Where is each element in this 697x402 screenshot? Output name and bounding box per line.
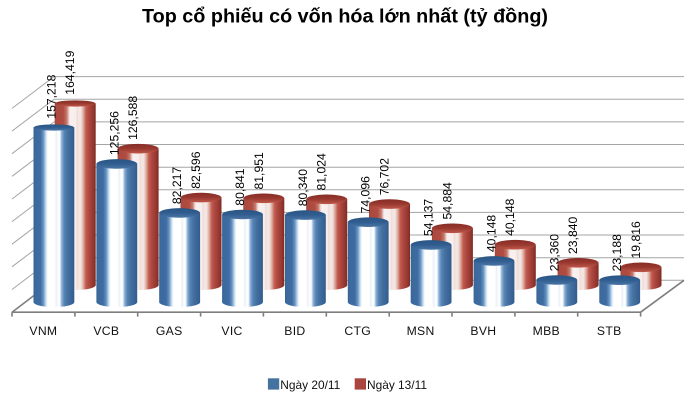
svg-text:54,137: 54,137 bbox=[422, 199, 436, 236]
svg-text:157,218: 157,218 bbox=[44, 74, 58, 118]
svg-text:81,024: 81,024 bbox=[315, 153, 329, 190]
svg-text:MSN: MSN bbox=[407, 324, 435, 338]
svg-text:Ngày 20/11: Ngày 20/11 bbox=[280, 378, 340, 392]
svg-text:23,360: 23,360 bbox=[547, 234, 561, 271]
svg-text:VIC: VIC bbox=[221, 324, 242, 338]
svg-text:40,148: 40,148 bbox=[484, 215, 498, 252]
svg-text:126,588: 126,588 bbox=[126, 96, 140, 140]
svg-text:81,951: 81,951 bbox=[252, 152, 266, 189]
svg-text:23,188: 23,188 bbox=[610, 234, 624, 271]
svg-text:BVH: BVH bbox=[470, 324, 496, 338]
svg-text:80,841: 80,841 bbox=[233, 168, 247, 205]
svg-text:STB: STB bbox=[597, 324, 622, 338]
svg-text:MBB: MBB bbox=[533, 324, 560, 338]
svg-text:VNM: VNM bbox=[29, 324, 57, 338]
svg-text:54,884: 54,884 bbox=[440, 182, 454, 219]
svg-text:Top cổ phiếu có vốn hóa lớn nh: Top cổ phiếu có vốn hóa lớn nhất (tỷ đồn… bbox=[142, 6, 548, 28]
svg-text:19,816: 19,816 bbox=[629, 221, 643, 258]
svg-text:Ngày 13/11: Ngày 13/11 bbox=[367, 378, 427, 392]
svg-text:80,340: 80,340 bbox=[296, 169, 310, 206]
svg-text:CTG: CTG bbox=[344, 324, 371, 338]
svg-text:82,217: 82,217 bbox=[170, 167, 184, 204]
svg-text:76,702: 76,702 bbox=[378, 158, 392, 195]
svg-text:40,148: 40,148 bbox=[503, 198, 517, 235]
svg-text:BID: BID bbox=[284, 324, 305, 338]
svg-text:164,419: 164,419 bbox=[63, 50, 77, 94]
svg-text:GAS: GAS bbox=[156, 324, 183, 338]
svg-text:VCB: VCB bbox=[93, 324, 119, 338]
svg-text:74,096: 74,096 bbox=[359, 176, 373, 213]
svg-text:125,256: 125,256 bbox=[107, 111, 121, 155]
svg-text:82,596: 82,596 bbox=[189, 151, 203, 188]
svg-text:23,840: 23,840 bbox=[566, 217, 580, 254]
